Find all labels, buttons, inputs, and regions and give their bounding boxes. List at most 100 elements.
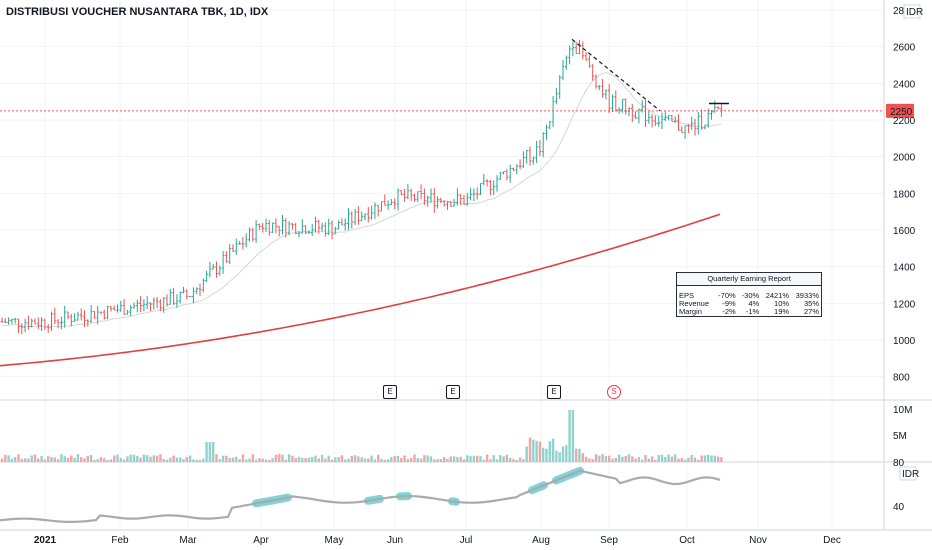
volume-bar: [693, 457, 697, 462]
earnings-row-eps: EPS -70% -30% 2421% 3933%: [677, 292, 821, 300]
candle: [634, 111, 637, 119]
volume-bar: [518, 457, 522, 462]
candle: [690, 116, 693, 130]
candle: [268, 219, 271, 236]
volume-bar: [10, 458, 14, 462]
earnings-event-icon[interactable]: E: [383, 385, 397, 399]
candle: [664, 111, 667, 121]
candle: [713, 100, 717, 113]
volume-bar: [238, 459, 241, 462]
volume-bar: [89, 455, 93, 462]
volume-bar: [291, 455, 294, 462]
x-tick-label: Nov: [749, 535, 767, 546]
volume-bar: [690, 454, 693, 462]
candle: [446, 201, 449, 210]
earnings-event-icon[interactable]: E: [446, 385, 460, 399]
candle: [37, 317, 40, 329]
candle: [353, 208, 357, 225]
volume-bar: [634, 458, 637, 462]
candle: [4, 318, 7, 324]
price-tick-label: 1400: [893, 263, 916, 274]
volume-bar: [301, 457, 304, 462]
volume-bar: [106, 459, 109, 462]
volume-bar: [588, 458, 591, 462]
candle: [462, 194, 466, 205]
volume-bar: [647, 458, 650, 462]
rsi-tick-label: 80: [893, 458, 905, 469]
volume-bar: [198, 459, 202, 462]
cell: -2%: [722, 307, 736, 316]
candle: [677, 114, 680, 131]
candle: [264, 218, 268, 232]
volume-bar: [452, 456, 456, 462]
volume-bar: [505, 454, 509, 462]
volume-bar: [311, 456, 314, 462]
candle: [400, 190, 403, 196]
cell: 27%: [803, 307, 819, 316]
volume-bar: [360, 457, 363, 462]
candle: [528, 146, 532, 166]
candle: [132, 302, 136, 309]
candle: [429, 188, 433, 203]
volume-bar: [680, 457, 683, 462]
x-tick-label: May: [325, 535, 344, 546]
volume-bar: [221, 455, 225, 462]
volume-bar: [370, 455, 373, 462]
candle: [7, 317, 10, 325]
candle: [624, 98, 627, 115]
volume-bar: [175, 457, 179, 462]
last-price-line: 2250: [0, 103, 914, 118]
volume-bar: [436, 459, 439, 462]
candle: [565, 55, 568, 70]
volume-bar: [674, 454, 677, 462]
candle: [287, 221, 291, 235]
candle: [508, 164, 512, 183]
candle: [657, 116, 660, 127]
volume-bar: [284, 459, 287, 462]
candle: [376, 204, 380, 217]
earnings-event-icon[interactable]: E: [547, 385, 561, 399]
volume-bar: [241, 454, 245, 462]
volume-bar: [7, 455, 10, 462]
volume-bar: [53, 457, 56, 462]
ma-short-line: [1, 72, 722, 328]
candle: [155, 296, 159, 309]
candle: [466, 192, 469, 206]
candle: [330, 220, 334, 240]
candle: [43, 318, 47, 331]
candlestick-series: [0, 39, 723, 335]
candle: [505, 169, 509, 181]
x-tick-label: Feb: [111, 535, 129, 546]
candle: [710, 110, 713, 120]
volume-bar: [215, 454, 218, 462]
volume-bar: [33, 454, 37, 462]
candle: [581, 41, 585, 60]
volume-bar: [479, 456, 482, 462]
volume-bar: [664, 456, 667, 462]
volume-bar: [466, 455, 469, 462]
x-tick-label: Oct: [679, 535, 695, 546]
volume-bar: [208, 442, 212, 462]
cell: 10%: [774, 299, 790, 308]
x-tick-label: Jul: [460, 535, 473, 546]
candle: [142, 299, 146, 312]
volume-bar: [327, 455, 330, 462]
volume-bar: [575, 448, 578, 462]
candle: [660, 112, 664, 129]
price-tick-label: 1200: [893, 299, 916, 310]
volume-bar: [621, 456, 624, 462]
volume-bar: [109, 459, 113, 462]
volume-bar: [637, 457, 641, 462]
candle: [697, 111, 700, 135]
volume-bar: [631, 456, 634, 462]
candle: [426, 195, 429, 207]
volume-bar: [617, 454, 621, 462]
candle: [475, 187, 479, 200]
candle: [211, 263, 215, 270]
candle: [601, 78, 604, 98]
split-event-icon[interactable]: S: [607, 385, 621, 399]
candle: [304, 225, 307, 234]
volume-bar: [73, 457, 76, 462]
candle: [83, 310, 86, 327]
